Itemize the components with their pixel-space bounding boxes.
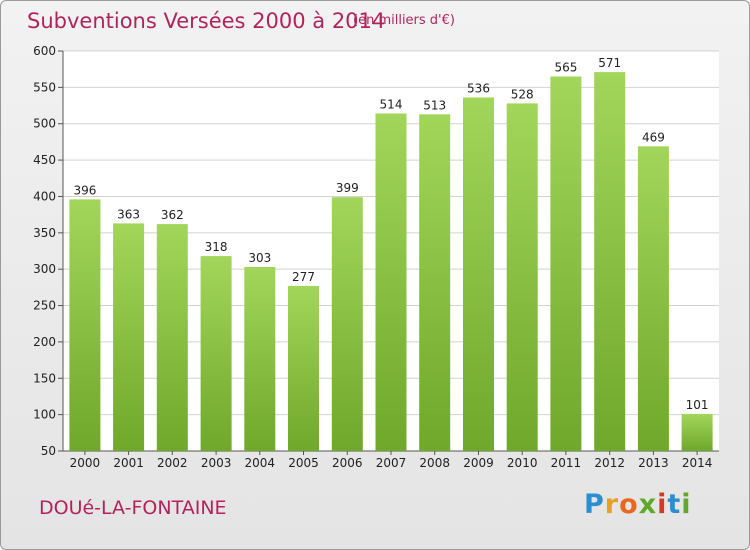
value-label: 303 bbox=[248, 251, 271, 265]
value-label: 528 bbox=[511, 87, 534, 101]
place-name: DOUé-LA-FONTAINE bbox=[39, 497, 227, 519]
y-tick-label: 200 bbox=[33, 335, 56, 349]
x-tick-label: 2003 bbox=[201, 456, 232, 470]
x-tick-label: 2012 bbox=[594, 456, 625, 470]
y-tick-label: 600 bbox=[33, 44, 56, 58]
logo-letter: t bbox=[667, 489, 682, 520]
y-tick-label: 50 bbox=[41, 444, 56, 458]
bar-2008 bbox=[419, 114, 451, 452]
x-tick-label: 2010 bbox=[507, 456, 538, 470]
value-label: 536 bbox=[467, 82, 490, 96]
x-tick-label: 2011 bbox=[551, 456, 582, 470]
value-label: 469 bbox=[642, 130, 665, 144]
value-label: 362 bbox=[161, 208, 184, 222]
y-tick-label: 100 bbox=[33, 408, 56, 422]
x-tick-label: 2014 bbox=[682, 456, 713, 470]
bar-2014 bbox=[681, 413, 713, 451]
value-label: 318 bbox=[205, 240, 228, 254]
value-label: 571 bbox=[598, 56, 621, 70]
chart-title: Subventions Versées 2000 à 2014 bbox=[27, 9, 386, 33]
proxiti-logo: Proxiti bbox=[584, 489, 692, 520]
bar-2001 bbox=[113, 223, 145, 451]
logo-letter: x bbox=[638, 489, 658, 520]
bar-2003 bbox=[200, 256, 232, 451]
logo-letter: r bbox=[604, 489, 620, 520]
x-tick-label: 2001 bbox=[113, 456, 144, 470]
bar-2009 bbox=[463, 97, 494, 451]
y-tick-label: 450 bbox=[33, 153, 56, 167]
chart-subtitle: (en milliers d'€) bbox=[353, 13, 455, 28]
bar-2007 bbox=[375, 113, 407, 451]
bar-2000 bbox=[69, 199, 101, 451]
y-tick-label: 250 bbox=[33, 299, 56, 313]
logo-letter: i bbox=[681, 489, 692, 520]
bar-2005 bbox=[288, 285, 319, 451]
y-tick-label: 300 bbox=[33, 262, 56, 276]
bar-2004 bbox=[244, 267, 276, 451]
y-tick-label: 400 bbox=[33, 189, 56, 203]
value-label: 363 bbox=[117, 207, 140, 221]
x-tick-label: 2006 bbox=[332, 456, 363, 470]
x-tick-label: 2008 bbox=[419, 456, 450, 470]
value-label: 513 bbox=[423, 98, 446, 112]
x-tick-label: 2009 bbox=[463, 456, 494, 470]
logo-letter: i bbox=[657, 489, 668, 520]
bar-2012 bbox=[594, 72, 626, 451]
x-tick-label: 2000 bbox=[70, 456, 101, 470]
bar-2011 bbox=[550, 76, 582, 451]
bar-2010 bbox=[506, 103, 538, 452]
logo-letter: P bbox=[584, 489, 605, 520]
y-tick-label: 500 bbox=[33, 117, 56, 131]
value-label: 396 bbox=[73, 183, 96, 197]
x-tick-label: 2013 bbox=[638, 456, 669, 470]
bar-2013 bbox=[637, 146, 669, 452]
y-tick-label: 150 bbox=[33, 371, 56, 385]
value-label: 277 bbox=[292, 270, 315, 284]
y-tick-label: 550 bbox=[33, 80, 56, 94]
logo-letter: o bbox=[619, 489, 639, 520]
x-tick-label: 2007 bbox=[376, 456, 407, 470]
bar-2006 bbox=[331, 197, 363, 451]
x-tick-label: 2002 bbox=[157, 456, 188, 470]
x-tick-label: 2005 bbox=[288, 456, 319, 470]
value-label: 565 bbox=[554, 61, 577, 75]
value-label: 101 bbox=[686, 398, 709, 412]
x-tick-label: 2004 bbox=[245, 456, 276, 470]
y-tick-label: 350 bbox=[33, 226, 56, 240]
bar-2002 bbox=[156, 224, 188, 451]
value-label: 514 bbox=[380, 98, 403, 112]
value-label: 399 bbox=[336, 181, 359, 195]
